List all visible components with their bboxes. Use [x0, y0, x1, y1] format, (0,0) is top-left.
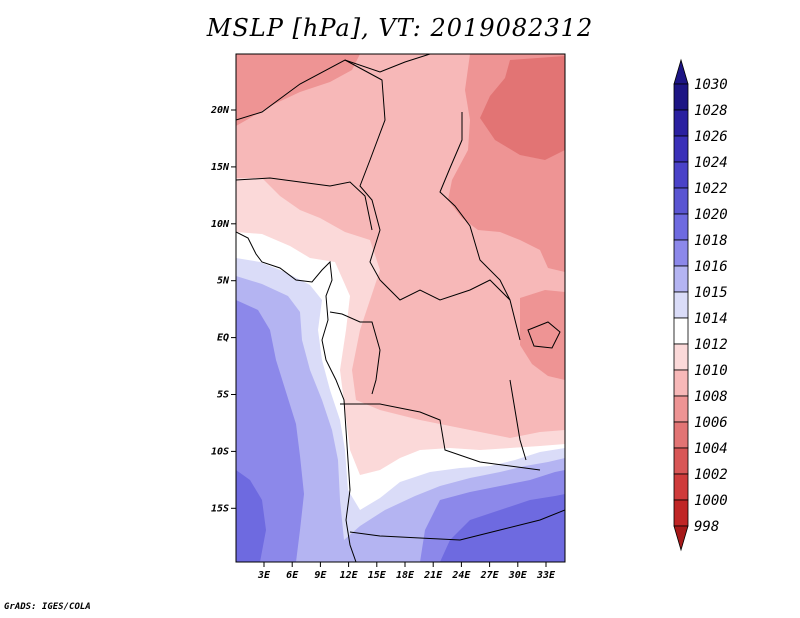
- field-1008-east: [520, 290, 565, 380]
- lon-axis: 3E 6E 9E 12E 15E 18E 21E 24E 27E 30E 33E: [257, 562, 556, 581]
- field-1008-northwest: [236, 54, 360, 126]
- lon-label: 27E: [480, 570, 500, 581]
- colorbar-label: 1008: [694, 389, 728, 405]
- colorbar-label: 1002: [694, 467, 728, 483]
- lon-label: 6E: [286, 570, 299, 581]
- lat-label: 10N: [211, 219, 230, 230]
- lon-label: 33E: [536, 570, 556, 581]
- colorbar-label: 1028: [694, 103, 728, 119]
- border-south-central: [340, 403, 541, 471]
- colorbar-label: 998: [694, 519, 719, 535]
- lat-axis: 20N 15N 10N 5N EQ 5S 10S 15S: [210, 105, 236, 514]
- map-frame: [235, 53, 566, 563]
- coastlines-borders: [236, 54, 565, 562]
- coastline-west-africa: [236, 231, 357, 562]
- border-central: [344, 59, 521, 341]
- field-1020-southwest: [236, 470, 266, 562]
- lon-label: 24E: [451, 570, 471, 581]
- field-1020-southeast: [440, 494, 565, 562]
- lon-label: 15E: [368, 570, 387, 581]
- lat-label: 15S: [211, 503, 229, 514]
- lat-label: 20N: [210, 105, 230, 116]
- border-east: [439, 112, 511, 301]
- colorbar-label: 1030: [694, 77, 728, 93]
- lon-label: 12E: [340, 570, 359, 581]
- colorbar-swatch: [673, 369, 689, 397]
- lon-label: 3E: [257, 570, 271, 581]
- colorbar-label: 1016: [694, 259, 728, 275]
- lake-east: [509, 379, 527, 461]
- colorbar-label: 1022: [694, 181, 728, 197]
- colorbar-label: 1026: [694, 129, 728, 145]
- colorbar-swatch: [673, 317, 689, 345]
- lon-label: 18E: [396, 570, 415, 581]
- colorbar-swatch: [673, 447, 689, 475]
- colorbar-swatch: [673, 499, 689, 527]
- colorbar-swatch: [673, 239, 689, 267]
- colorbar-swatch: [673, 83, 689, 111]
- colorbar-swatch: [673, 343, 689, 371]
- colorbar-swatch: [673, 265, 689, 293]
- colorbar-label: 1024: [694, 155, 728, 171]
- colorbar-label: 1010: [694, 363, 728, 379]
- colorbar-label: 1018: [694, 233, 728, 249]
- colorbar-label: 1012: [694, 337, 728, 353]
- field-1006-patch: [480, 56, 565, 160]
- lon-label: 30E: [508, 570, 528, 581]
- colorbar-swatch: [673, 187, 689, 215]
- colorbar-swatch: [673, 395, 689, 423]
- pressure-field: [236, 54, 565, 562]
- colorbar: 1030 1028 1026 1024 1022 1020 1018 1016 1015 1014…: [673, 58, 728, 552]
- colorbar-label: 1000: [694, 493, 728, 509]
- colorbar-swatch: [673, 421, 689, 449]
- lat-label: 5N: [217, 276, 230, 287]
- lon-label: 21E: [423, 570, 443, 581]
- colorbar-top-arrow: [673, 58, 689, 85]
- colorbar-swatch: [673, 161, 689, 189]
- lat-label: 5S: [217, 390, 229, 401]
- colorbar-label: 1014: [694, 311, 728, 327]
- lat-label: EQ: [217, 333, 229, 344]
- colorbar-label: 1020: [694, 207, 728, 223]
- credit-text: GrADS: IGES/COLA: [4, 602, 91, 612]
- colorbar-label: 1006: [694, 415, 728, 431]
- lon-label: 9E: [314, 570, 327, 581]
- lake-victoria: [527, 321, 561, 349]
- lat-label: 10S: [211, 446, 229, 457]
- colorbar-swatch: [673, 291, 689, 319]
- colorbar-swatch: [673, 109, 689, 137]
- border-congo: [329, 311, 381, 395]
- colorbar-label: 1004: [694, 441, 728, 457]
- border-west-sahel: [236, 177, 373, 231]
- colorbar-bottom-arrow: [673, 525, 689, 552]
- lat-label: 15N: [211, 162, 230, 173]
- colorbar-label: 1015: [694, 285, 728, 301]
- colorbar-swatch: [673, 135, 689, 163]
- colorbar-swatch: [673, 473, 689, 501]
- map-title: MSLP [hPa], VT: 2019082312: [206, 14, 594, 42]
- colorbar-swatch: [673, 213, 689, 241]
- border-southern-africa: [349, 509, 565, 541]
